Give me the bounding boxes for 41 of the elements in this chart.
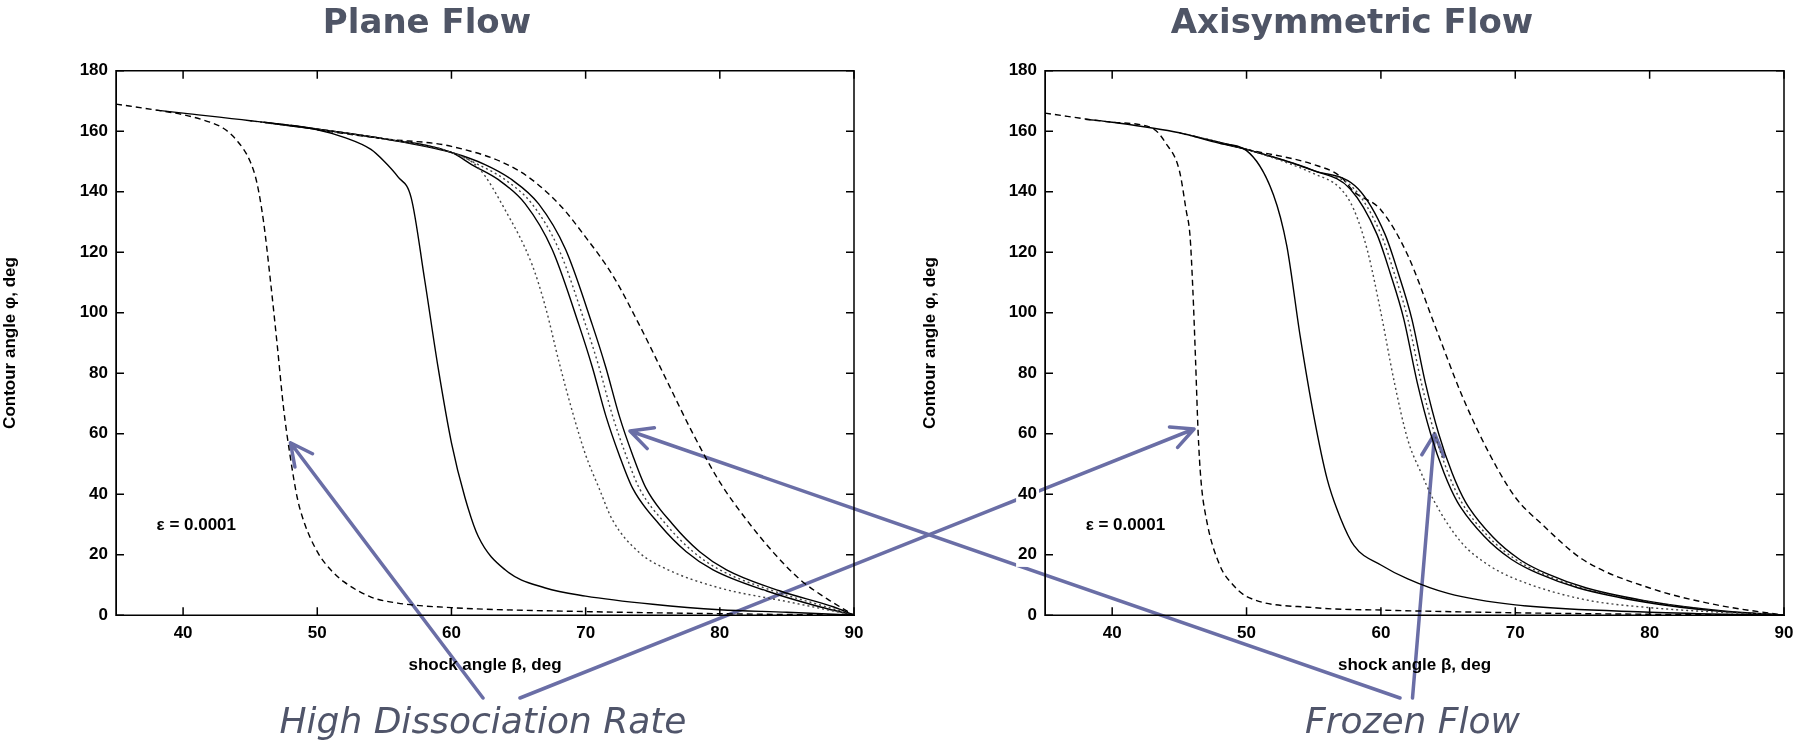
y-tick-label: 140 <box>1008 181 1037 201</box>
y-axis-title: Contour angle φ, deg <box>919 257 939 429</box>
chart-title: Plane Flow <box>322 1 532 42</box>
annotation: ε = 0.0001 <box>156 515 237 535</box>
y-tick-label: 180 <box>1008 60 1037 80</box>
x-tick-label: 90 <box>844 623 864 643</box>
x-tick-label: 70 <box>1505 623 1525 643</box>
annotation: ε = 0.0001 <box>1085 515 1166 535</box>
y-tick-label: 100 <box>1008 302 1037 322</box>
y-tick-label: 60 <box>1018 423 1037 443</box>
x-tick-label: 50 <box>307 623 327 643</box>
y-tick-label: 180 <box>79 60 108 80</box>
x-tick-label: 60 <box>441 623 461 643</box>
y-tick-label: 120 <box>79 241 108 261</box>
chart-title: Axisymmetric Flow <box>1170 1 1534 42</box>
x-tick-label: 40 <box>173 623 193 643</box>
y-tick-label: 80 <box>1018 362 1037 382</box>
x-tick-label: 80 <box>710 623 730 643</box>
x-tick-label: 40 <box>1102 623 1122 643</box>
x-tick-label: 50 <box>1237 623 1257 643</box>
x-tick-label: 80 <box>1640 623 1660 643</box>
annotation: Frozen Flow <box>1304 700 1521 741</box>
x-axis-title: shock angle β, deg <box>408 655 562 675</box>
annotation: High Dissociation Rate <box>278 700 688 741</box>
x-tick-label: 60 <box>1371 623 1391 643</box>
y-tick-label: 160 <box>79 120 108 140</box>
y-tick-label: 40 <box>89 483 108 503</box>
x-tick-label: 90 <box>1774 623 1794 643</box>
y-tick-label: 160 <box>1008 120 1037 140</box>
y-tick-label: 140 <box>79 181 108 201</box>
y-tick-label: 120 <box>1008 241 1037 261</box>
y-tick-label: 20 <box>89 544 108 564</box>
y-tick-label: 60 <box>89 423 108 443</box>
y-tick-label: 80 <box>89 362 108 382</box>
x-tick-label: 70 <box>576 623 596 643</box>
y-tick-label: 40 <box>1018 483 1037 503</box>
y-tick-label: 100 <box>79 302 108 322</box>
y-tick-label: 0 <box>1027 604 1037 624</box>
y-axis-title: Contour angle φ, deg <box>0 257 19 429</box>
y-tick-label: 20 <box>1018 544 1037 564</box>
y-tick-label: 0 <box>98 604 108 624</box>
